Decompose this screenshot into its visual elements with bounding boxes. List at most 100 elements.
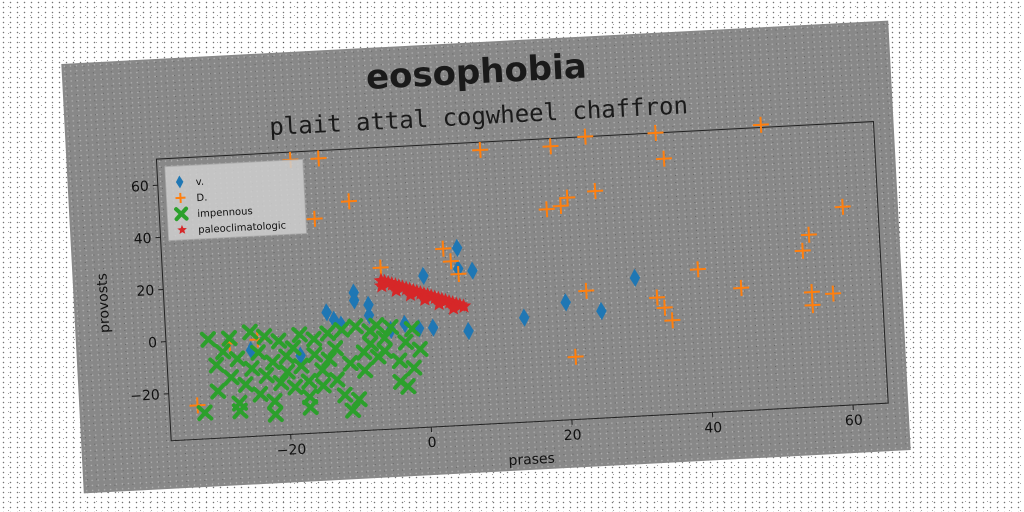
y-tick-label: 20	[136, 283, 155, 300]
data-point	[347, 318, 364, 335]
data-point	[538, 201, 555, 218]
x-axis-label: prases	[508, 451, 555, 469]
axis-ticks: −20 0 20 40 60 −20 0 20 40 60	[130, 179, 863, 460]
data-point	[368, 317, 385, 334]
legend-label: impennous	[197, 206, 253, 220]
data-point	[306, 346, 324, 364]
series-2	[196, 317, 429, 423]
x-tick-label: −20	[276, 442, 306, 460]
data-point	[587, 182, 604, 200]
data-point	[445, 300, 461, 316]
y-tick-label: 40	[133, 231, 152, 248]
data-point	[196, 404, 214, 422]
data-point	[258, 367, 275, 384]
y-tick-label: 60	[131, 179, 150, 196]
data-point	[560, 293, 571, 312]
data-point	[310, 150, 327, 167]
data-point	[472, 141, 489, 159]
data-point	[208, 356, 225, 374]
data-point	[270, 332, 288, 350]
data-point	[243, 360, 261, 377]
data-point	[231, 402, 249, 420]
data-point	[286, 378, 304, 396]
data-point	[256, 328, 273, 345]
data-point	[655, 150, 672, 167]
data-point	[427, 318, 439, 337]
data-point	[542, 138, 559, 155]
data-point	[376, 329, 393, 347]
legend-marker	[175, 175, 184, 189]
data-point	[189, 397, 206, 414]
legend-label: v.	[195, 177, 204, 188]
data-point	[321, 303, 332, 322]
data-point	[559, 189, 576, 206]
x-tick-label: 20	[563, 427, 582, 444]
figure-card: eosophobia plait attal cogwheel chaffron…	[61, 20, 911, 494]
data-point	[416, 291, 433, 307]
data-points	[189, 116, 851, 423]
data-point	[397, 333, 414, 351]
data-point	[518, 308, 530, 327]
data-point	[279, 363, 296, 381]
data-point	[284, 339, 302, 357]
y-tick-label: −20	[130, 387, 160, 405]
data-point	[391, 352, 408, 370]
data-point	[567, 348, 584, 365]
data-point	[733, 279, 750, 297]
legend-box	[164, 159, 307, 242]
series-3	[373, 272, 472, 316]
data-point	[362, 335, 379, 353]
data-point	[442, 253, 459, 270]
data-point	[752, 116, 769, 133]
data-point	[306, 210, 323, 227]
data-point	[305, 330, 323, 348]
data-point	[320, 350, 338, 368]
data-point	[356, 362, 374, 379]
data-point	[291, 326, 308, 343]
data-point	[363, 295, 374, 314]
data-point	[418, 266, 429, 285]
data-point	[315, 377, 332, 394]
data-point	[403, 320, 421, 338]
data-point	[435, 240, 452, 257]
data-point	[342, 355, 359, 372]
data-point	[340, 193, 357, 210]
data-point	[328, 371, 346, 389]
x-tick-label: 0	[427, 435, 437, 451]
data-point	[300, 372, 318, 390]
data-point	[223, 369, 240, 386]
data-point	[664, 312, 681, 329]
data-point	[292, 357, 310, 375]
legend-marker	[175, 192, 186, 203]
data-point	[451, 238, 463, 258]
data-point	[319, 324, 336, 342]
data-point	[834, 198, 851, 215]
data-point	[629, 268, 641, 287]
data-point	[467, 261, 478, 280]
data-point	[450, 265, 467, 283]
data-point	[327, 340, 344, 357]
data-point	[689, 261, 706, 278]
data-point	[266, 392, 284, 410]
scatter-plot: −20 0 20 40 60 −20 0 20 40 60 prases provosts v. D…	[94, 116, 889, 469]
data-point	[552, 197, 569, 214]
data-point	[804, 297, 821, 314]
data-point	[382, 318, 400, 336]
data-point	[237, 376, 255, 393]
data-point	[596, 301, 607, 321]
data-point	[241, 323, 259, 341]
data-point	[336, 386, 354, 404]
data-point	[402, 286, 418, 302]
y-axis-label: provosts	[94, 273, 113, 334]
data-point	[388, 282, 404, 298]
data-point	[456, 298, 472, 314]
data-point	[267, 406, 284, 423]
data-point	[344, 401, 362, 419]
data-point	[209, 382, 227, 400]
y-tick-label: 0	[148, 335, 158, 351]
data-point	[577, 128, 594, 145]
data-point	[825, 285, 842, 302]
legend-label: D.	[196, 193, 207, 205]
data-point	[431, 295, 447, 311]
